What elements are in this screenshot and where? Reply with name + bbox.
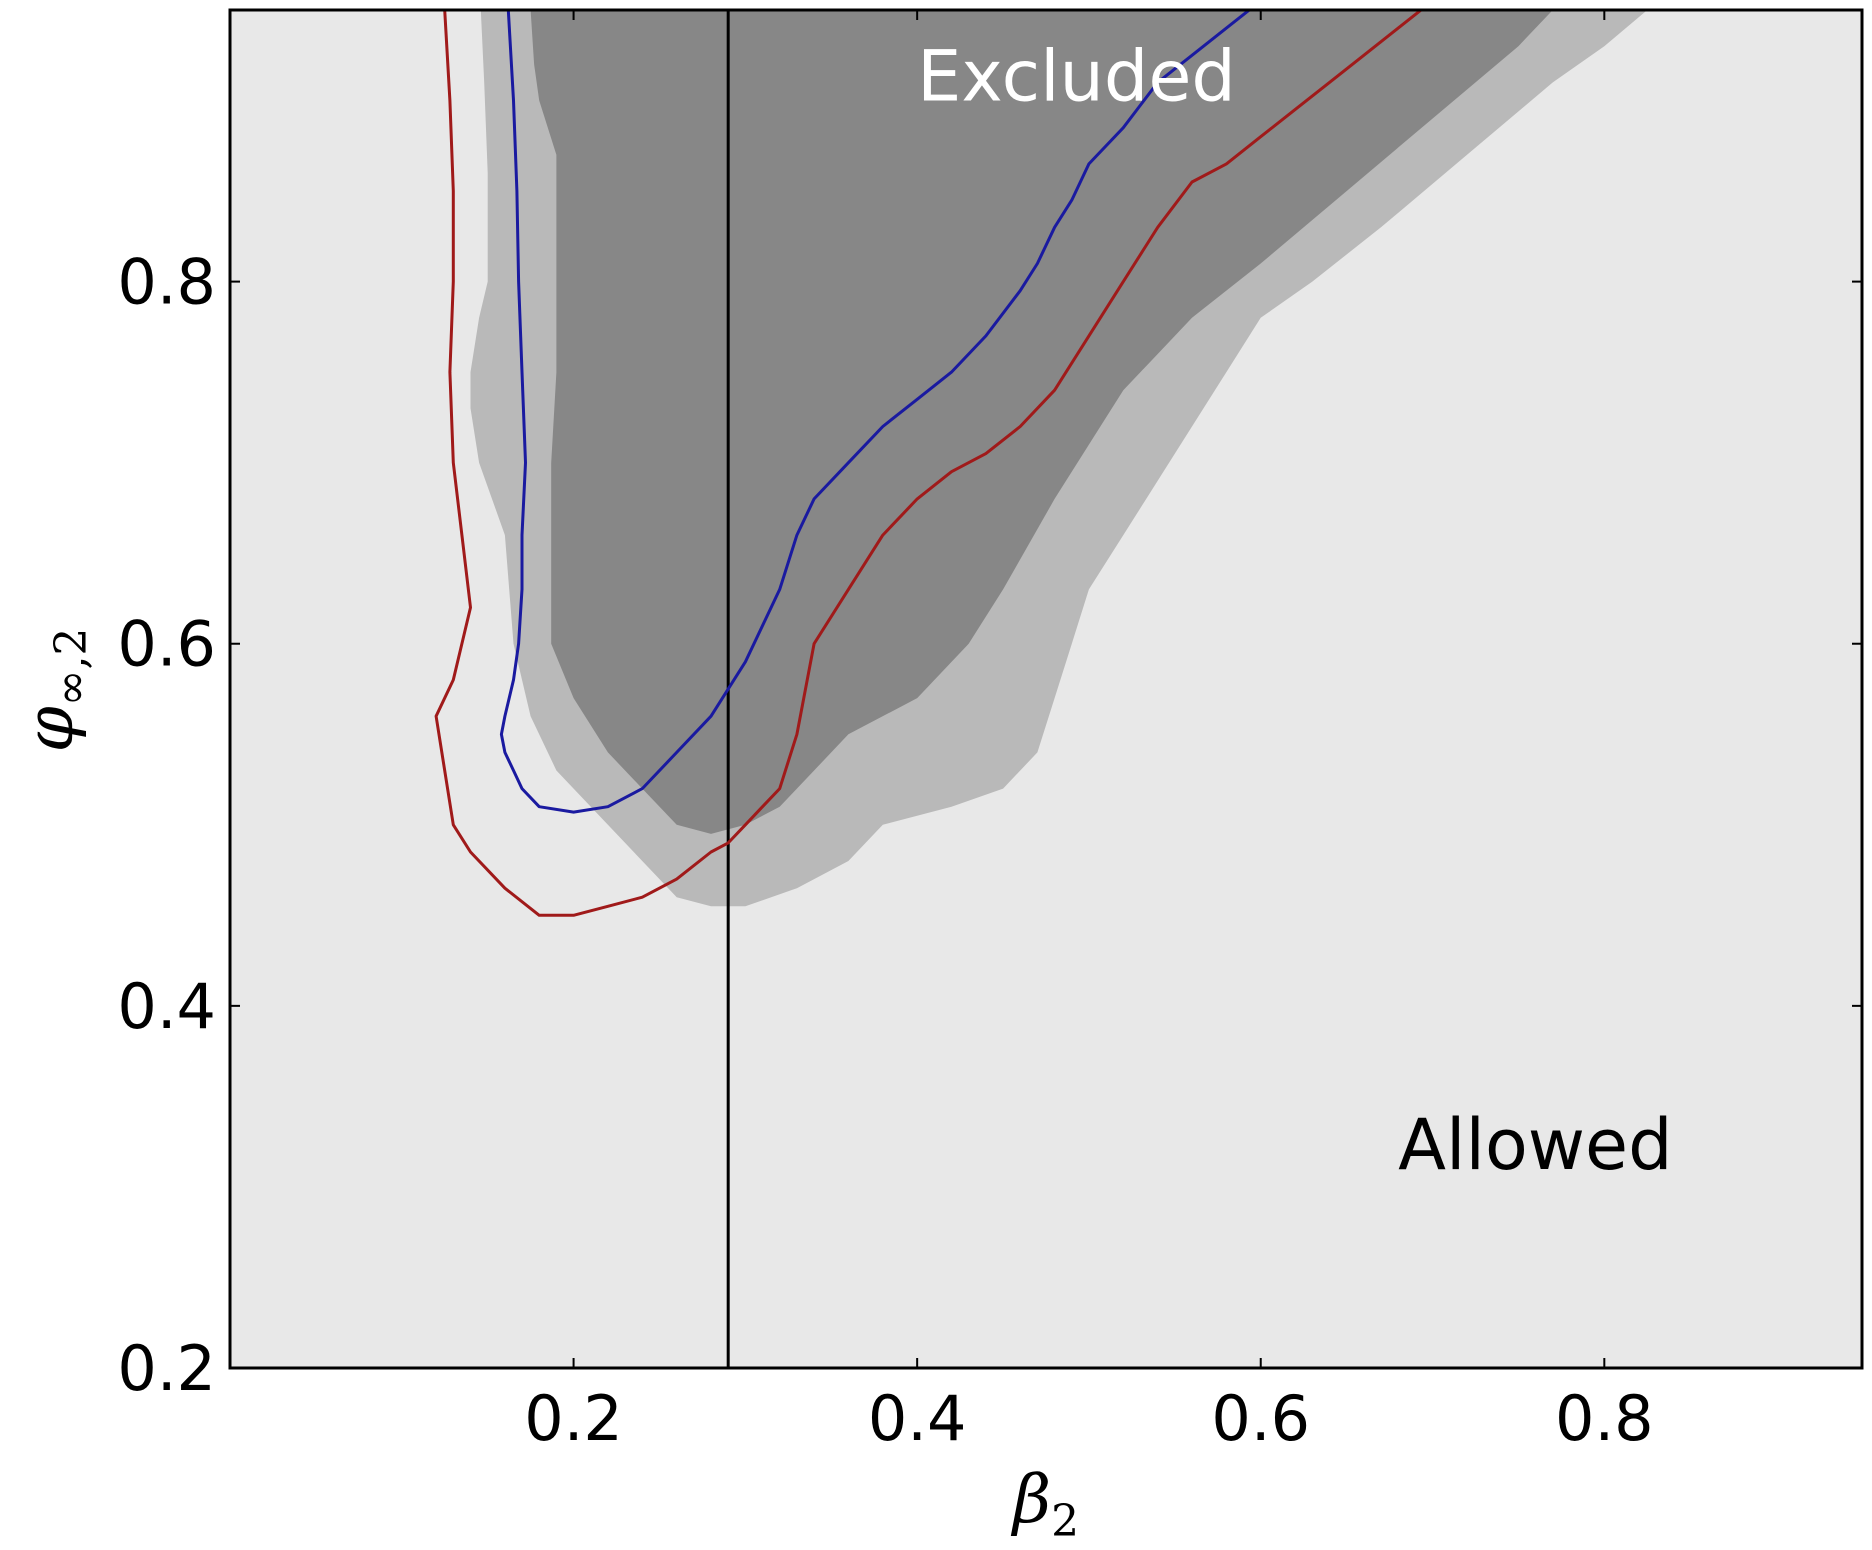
annotation-layer: Excluded Allowed (917, 36, 1672, 1186)
x-tick-label: 0.4 (868, 1382, 967, 1455)
contour-line-blue (499, 10, 1252, 814)
regions-layer (470, 10, 1648, 907)
x-tick-label: 0.8 (1555, 1382, 1654, 1455)
y-tick-label: 0.6 (117, 608, 216, 681)
x-axis-label: β2 (1010, 1461, 1079, 1546)
ticks-layer: 0.2 0.4 0.6 0.8 0.2 0.4 0.6 0.8 (117, 10, 1862, 1455)
annotation-excluded: Excluded (917, 36, 1236, 118)
contour-line-red (434, 10, 1424, 917)
contour-lines-layer (434, 10, 1424, 1368)
annotation-allowed: Allowed (1398, 1104, 1672, 1186)
y-tick-label: 0.8 (117, 246, 216, 319)
x-tick-label: 0.2 (524, 1382, 623, 1455)
y-axis-label: φ∞,2 (11, 628, 97, 753)
y-tick-label: 0.2 (117, 1332, 216, 1405)
plot-frame (228, 8, 1864, 1370)
x-tick-label: 0.6 (1211, 1382, 1310, 1455)
excluded-region-dark (530, 10, 1553, 834)
y-tick-label: 0.4 (117, 970, 216, 1043)
